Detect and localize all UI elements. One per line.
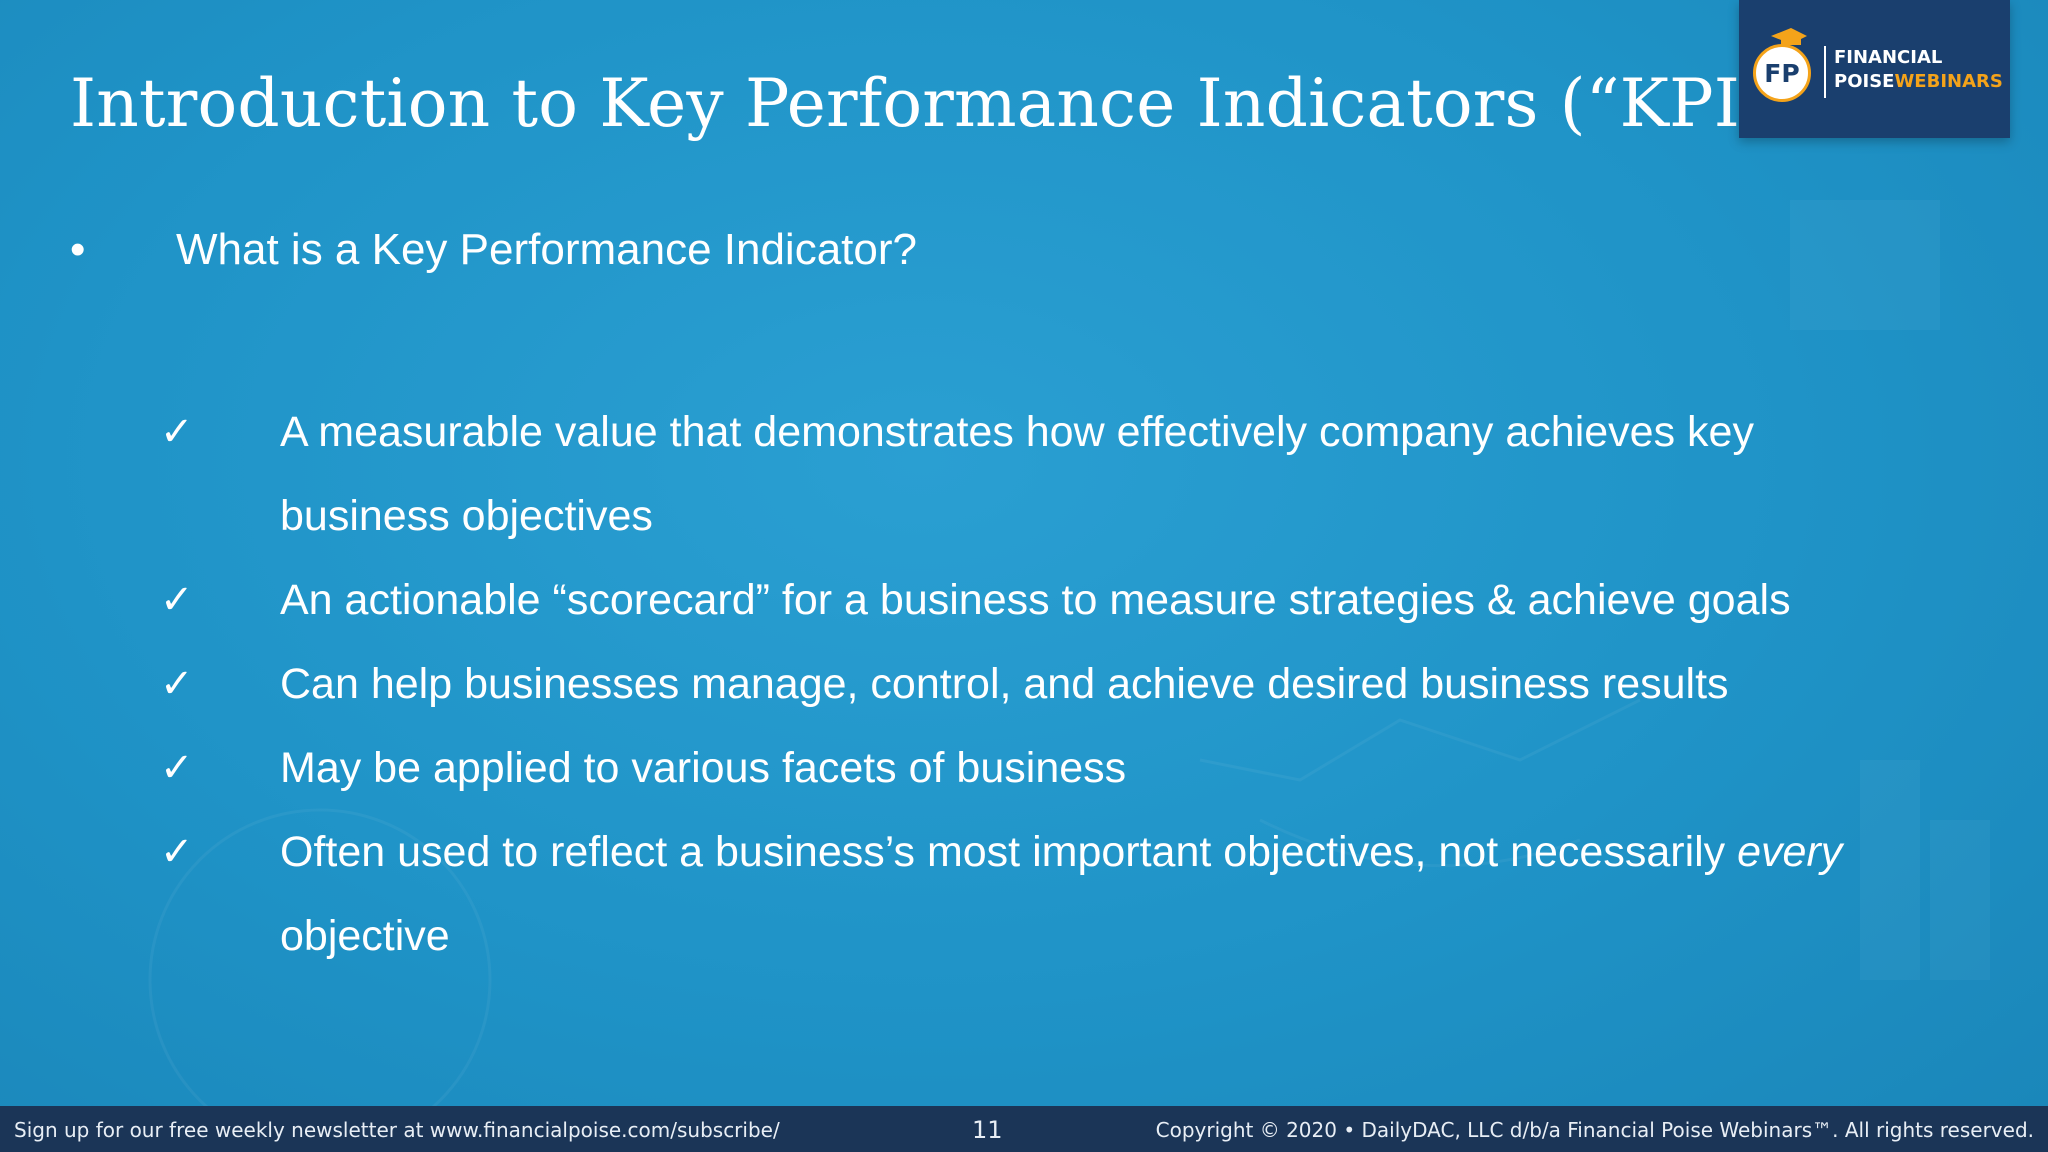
checkmark-icon: ✓ — [160, 409, 194, 455]
footer-newsletter-text: Sign up for our free weekly newsletter a… — [14, 1118, 780, 1142]
checklist-item-text-continued: objective — [280, 912, 450, 960]
checklist-item-text: An actionable “scorecard” for a business… — [280, 576, 1791, 624]
graduation-cap-icon — [1771, 28, 1807, 45]
checklist-item-emphasis: every — [1737, 828, 1843, 876]
checklist-item-text: Often used to reflect a business’s most … — [280, 810, 2010, 894]
brand-logo: FP FINANCIAL POISEWEBINARS — [1739, 0, 2010, 138]
logo-divider — [1824, 46, 1826, 98]
slide-page-number: 11 — [972, 1116, 1003, 1144]
checklist-item-text: A measurable value that demonstrates how… — [280, 408, 1754, 456]
checklist-item-text: Can help businesses manage, control, and… — [280, 660, 1729, 708]
checklist-item: ✓ A measurable value that demonstrates h… — [160, 390, 2010, 558]
footer-copyright: Copyright © 2020 • DailyDAC, LLC d/b/a F… — [1155, 1118, 2034, 1142]
slide-title: Introduction to Key Performance Indicato… — [70, 65, 1800, 142]
bullet-text: What is a Key Performance Indicator? — [176, 225, 917, 274]
footer-bar: Sign up for our free weekly newsletter a… — [0, 1106, 2048, 1152]
logo-line-2: POISEWEBINARS — [1834, 70, 2003, 94]
checklist-item: ✓ An actionable “scorecard” for a busine… — [160, 558, 2010, 642]
bullet-marker: • — [70, 225, 86, 274]
logo-monogram: FP — [1753, 44, 1811, 102]
checklist-item-text-main: Often used to reflect a business’s most … — [280, 828, 1738, 876]
logo-line-2-a: POISE — [1834, 71, 1895, 92]
checklist-item: ✓ Often used to reflect a business’s mos… — [160, 810, 2010, 978]
checklist-item: ✓ May be applied to various facets of bu… — [160, 726, 2010, 810]
logo-line-2-b: WEBINARS — [1894, 71, 2003, 92]
checklist-item-text: May be applied to various facets of busi… — [280, 744, 1127, 792]
checklist-item-text-continued: business objectives — [280, 492, 653, 540]
logo-wordmark: FINANCIAL POISEWEBINARS — [1834, 46, 2003, 94]
checklist: ✓ A measurable value that demonstrates h… — [160, 390, 2010, 978]
logo-line-1: FINANCIAL — [1834, 47, 1943, 68]
checkmark-icon: ✓ — [160, 577, 194, 623]
checkmark-icon: ✓ — [160, 829, 194, 875]
checkmark-icon: ✓ — [160, 661, 194, 707]
checklist-item: ✓ Can help businesses manage, control, a… — [160, 642, 2010, 726]
checkmark-icon: ✓ — [160, 745, 194, 791]
